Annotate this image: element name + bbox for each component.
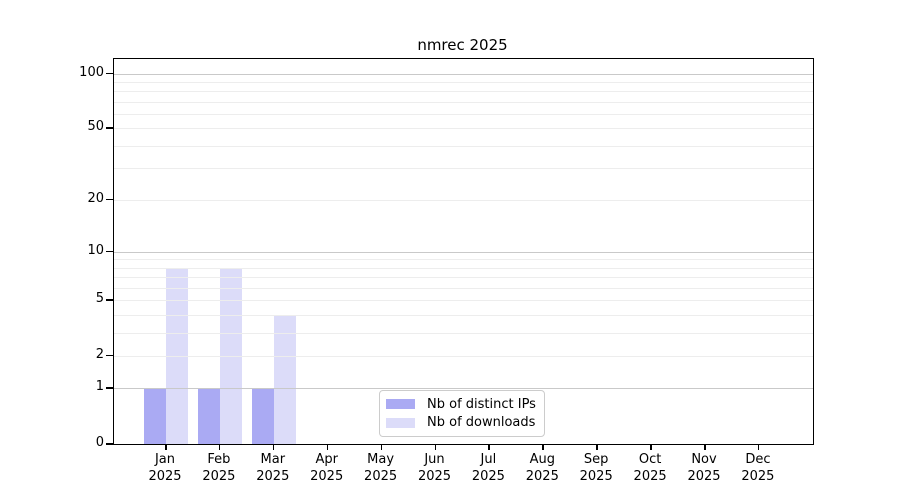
x-tick-mark xyxy=(757,444,760,450)
minor-gridline xyxy=(114,101,813,103)
y-tick-mark xyxy=(106,387,113,389)
legend-label-downloads: Nb of downloads xyxy=(427,415,536,431)
y-tick-mark xyxy=(106,72,113,74)
bar-downloads xyxy=(219,267,242,444)
minor-gridline xyxy=(114,91,813,93)
y-tick-mark xyxy=(106,198,113,201)
y-tick-mark xyxy=(106,299,113,301)
y-tick-mark xyxy=(106,127,113,129)
y-tick-label: 2 xyxy=(95,346,104,362)
y-tick-mark xyxy=(106,443,113,445)
x-tick-label: Dec 2025 xyxy=(741,452,775,484)
y-tick-label: 5 xyxy=(95,291,104,307)
major-gridline xyxy=(114,251,813,253)
legend-item-downloads: Nb of downloads xyxy=(386,414,536,432)
bar-downloads xyxy=(166,267,188,444)
x-tick-mark xyxy=(218,444,221,450)
bar-distinct-ips xyxy=(144,388,166,444)
y-tick-label: 0 xyxy=(95,435,104,450)
x-tick-label: Jan 2025 xyxy=(148,452,182,484)
major-gridline xyxy=(114,73,813,75)
minor-gridline xyxy=(114,314,813,316)
x-tick-mark xyxy=(488,444,490,450)
x-tick-label: Apr 2025 xyxy=(310,452,344,484)
minor-gridline xyxy=(114,168,813,170)
minor-gridline xyxy=(114,355,813,357)
y-tick-label: 100 xyxy=(79,64,104,80)
y-tick-mark xyxy=(106,250,113,252)
minor-gridline xyxy=(114,145,813,147)
minor-gridline xyxy=(114,113,813,115)
x-tick-mark xyxy=(434,444,436,450)
y-tick-label: 10 xyxy=(87,242,104,258)
x-tick-mark xyxy=(326,444,329,450)
x-tick-mark xyxy=(596,444,598,450)
legend-swatch-distinct-ips-icon xyxy=(386,399,415,410)
minor-gridline xyxy=(114,267,813,269)
x-tick-mark xyxy=(542,444,544,450)
x-tick-label: May 2025 xyxy=(364,452,398,484)
legend-swatch-downloads-icon xyxy=(386,417,415,428)
minor-gridline xyxy=(114,259,813,261)
legend: Nb of distinct IPs Nb of downloads xyxy=(379,390,545,437)
x-tick-mark xyxy=(380,444,383,450)
plot-area xyxy=(113,58,814,445)
y-tick-label: 50 xyxy=(87,119,104,135)
y-tick-mark xyxy=(106,354,113,357)
minor-gridline xyxy=(114,277,813,279)
minor-gridline xyxy=(114,300,813,302)
minor-gridline xyxy=(114,199,813,201)
grid-layer xyxy=(114,59,813,444)
x-tick-mark xyxy=(704,444,706,450)
legend-label-distinct-ips: Nb of distinct IPs xyxy=(427,396,536,412)
bar-downloads xyxy=(273,314,296,444)
x-tick-mark xyxy=(272,444,275,450)
chart-title: nmrec 2025 xyxy=(417,36,508,54)
y-tick-label: 1 xyxy=(95,379,104,395)
x-tick-label: Feb 2025 xyxy=(202,452,236,484)
bar-distinct-ips xyxy=(197,388,220,444)
x-tick-label: Jul 2025 xyxy=(471,452,505,484)
x-tick-mark xyxy=(650,444,652,450)
minor-gridline xyxy=(114,287,813,289)
x-tick-label: Jun 2025 xyxy=(417,452,452,484)
x-tick-label: Aug 2025 xyxy=(525,452,559,484)
minor-gridline xyxy=(114,81,813,83)
x-tick-label: Oct 2025 xyxy=(633,452,667,484)
x-tick-label: Mar 2025 xyxy=(256,452,290,484)
y-tick-label: 20 xyxy=(87,190,104,206)
bar-distinct-ips xyxy=(251,388,274,444)
minor-gridline xyxy=(114,128,813,130)
x-tick-label: Nov 2025 xyxy=(687,452,721,484)
bars-layer xyxy=(114,59,813,444)
x-tick-label: Sep 2025 xyxy=(579,452,613,484)
x-tick-mark xyxy=(165,444,167,450)
legend-item-distinct-ips: Nb of distinct IPs xyxy=(386,395,536,413)
minor-gridline xyxy=(114,332,813,334)
